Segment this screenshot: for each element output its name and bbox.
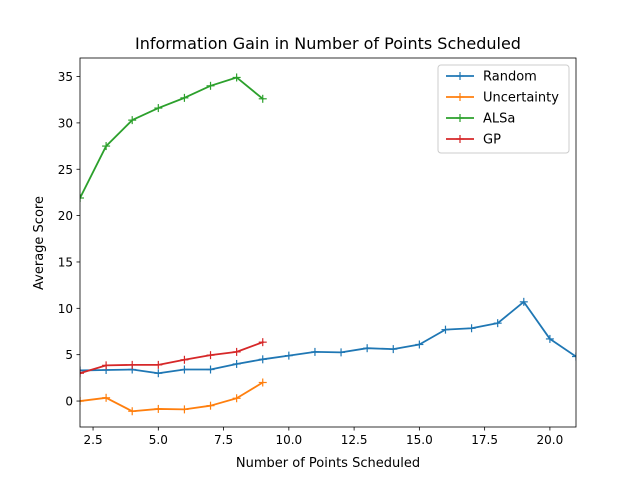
legend-label: Uncertainty: [483, 91, 559, 106]
x-axis-label: Number of Points Scheduled: [236, 456, 420, 471]
legend-item-uncertainty: Uncertainty: [446, 91, 559, 106]
x-tick-label: 5.0: [149, 433, 168, 447]
data-point-gp: [180, 355, 189, 364]
x-tick-label: 7.5: [214, 433, 233, 447]
data-point-uncertainty: [128, 407, 137, 416]
x-tick-label: 20.0: [537, 433, 564, 447]
data-point-uncertainty: [102, 393, 111, 402]
data-point-uncertainty: [206, 401, 215, 410]
series-line-gp: [80, 341, 264, 375]
data-point-gp: [80, 369, 84, 378]
data-point-alsa: [128, 116, 137, 125]
x-tick-label: 17.5: [471, 433, 498, 447]
x-tick-label: 10.0: [275, 433, 302, 447]
series-uncertainty: [80, 378, 267, 416]
series-random: [80, 297, 576, 378]
series-line-random: [80, 300, 576, 375]
data-point-random: [310, 347, 319, 356]
data-point-random: [467, 324, 476, 333]
data-point-random: [363, 344, 372, 353]
data-point-gp: [128, 360, 137, 369]
data-point-uncertainty: [180, 405, 189, 414]
data-point-random: [80, 366, 84, 375]
data-point-alsa: [180, 93, 189, 102]
data-point-alsa: [102, 142, 111, 151]
data-point-alsa: [80, 193, 84, 202]
data-point-random: [337, 348, 346, 357]
y-tick-label: 5: [65, 348, 73, 362]
data-point-uncertainty: [154, 404, 163, 413]
data-point-gp: [232, 347, 241, 356]
data-point-uncertainty: [80, 397, 84, 406]
legend-label: GP: [483, 133, 501, 148]
y-tick-label: 20: [58, 209, 73, 223]
y-tick-label: 35: [58, 70, 73, 84]
data-point-random: [206, 365, 215, 374]
data-point-random: [180, 365, 189, 374]
data-point-alsa: [206, 81, 215, 90]
series-line-uncertainty: [80, 381, 264, 413]
data-point-random: [572, 352, 576, 361]
data-point-alsa: [258, 94, 267, 103]
legend-item-alsa: ALSa: [446, 112, 515, 127]
data-point-alsa: [232, 73, 241, 82]
data-point-random: [493, 319, 502, 328]
y-tick-label: 10: [58, 302, 73, 316]
data-point-random: [232, 359, 241, 368]
series-line-alsa: [80, 76, 265, 200]
y-tick-label: 15: [58, 255, 73, 269]
data-point-gp: [206, 351, 215, 360]
axes-frame: [79, 57, 577, 428]
y-tick-label: 25: [58, 163, 73, 177]
data-point-random: [545, 334, 554, 343]
data-point-gp: [102, 361, 111, 370]
series-alsa: [80, 73, 267, 202]
legend-item-random: Random: [446, 70, 537, 85]
axes-layer: 2.5 5.0 7.5 10.0 12.5 15.0 17.5 20.0 0 5 10 15 20 25 3…: [58, 57, 577, 447]
data-point-random: [519, 297, 528, 306]
x-tick-label: 15.0: [406, 433, 433, 447]
legend-item-gp: GP: [446, 133, 501, 148]
data-point-random: [284, 351, 293, 360]
y-axis-label: Average Score: [32, 196, 47, 290]
legend-label: ALSa: [483, 112, 515, 127]
y-tick-label: 30: [58, 116, 73, 130]
data-point-gp: [258, 338, 267, 347]
series-layer: [80, 73, 576, 416]
data-point-random: [415, 340, 424, 349]
x-tick-label: 2.5: [84, 433, 103, 447]
data-point-random: [258, 355, 267, 364]
legend-label: Random: [483, 70, 537, 85]
x-tick-label: 12.5: [341, 433, 368, 447]
data-point-gp: [154, 360, 163, 369]
y-tick-label: 0: [65, 395, 73, 409]
chart-title: Information Gain in Number of Points Sch…: [135, 34, 521, 53]
legend: Random Uncertainty ALSa GP: [437, 64, 570, 154]
series-gp: [80, 338, 267, 378]
legend-box: [437, 64, 570, 154]
data-point-uncertainty: [232, 394, 241, 403]
data-point-random: [441, 325, 450, 334]
data-point-random: [389, 345, 398, 354]
data-point-uncertainty: [258, 378, 267, 387]
data-point-random: [154, 369, 163, 378]
data-point-alsa: [154, 104, 163, 113]
